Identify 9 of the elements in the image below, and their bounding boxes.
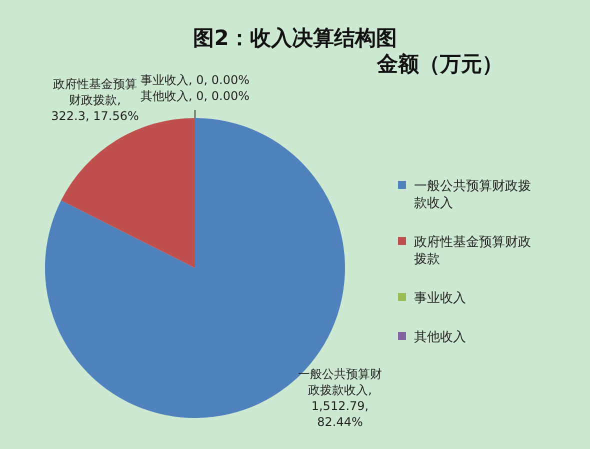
legend-label: 一般公共预算财政拨款收入 — [414, 179, 531, 211]
legend-label: 政府性基金预算财政拨款 — [414, 234, 531, 267]
legend-label: 其他收入 — [414, 330, 466, 345]
text: 事业收入, 0, 0.00% — [140, 73, 250, 87]
chart-title: 图2：收入决算结构图 — [193, 26, 397, 50]
data-label: 政府性基金预算财政拨款, 322.3, 17.56% — [51, 77, 139, 123]
chart-subtitle: 金额（万元） — [376, 52, 503, 76]
text: 其他收入, 0, 0.00% — [140, 89, 250, 103]
legend-label: 事业收入 — [414, 291, 466, 306]
